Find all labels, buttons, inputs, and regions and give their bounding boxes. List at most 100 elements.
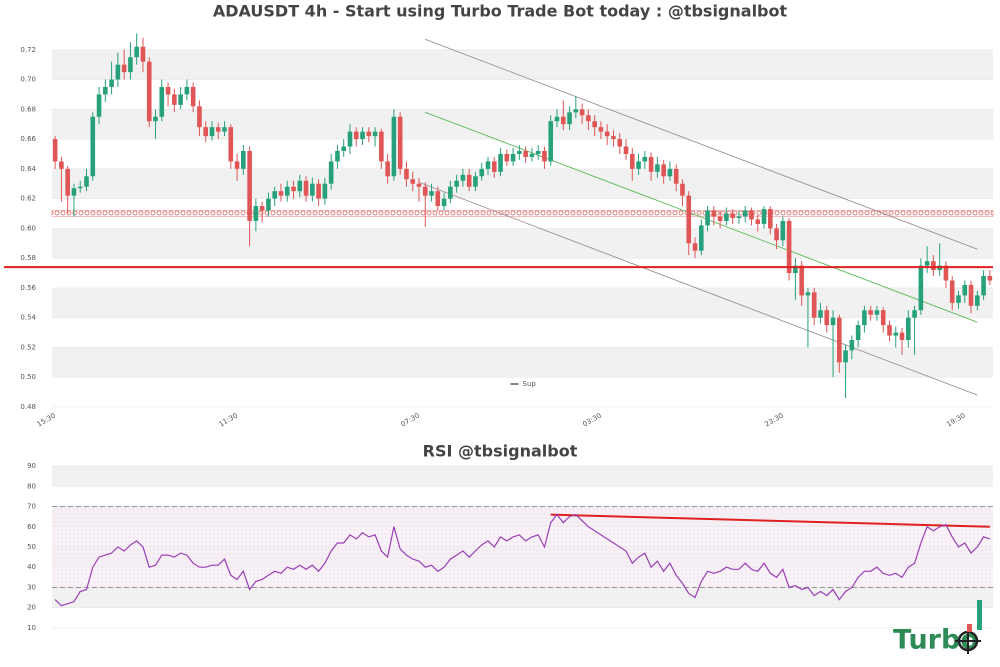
candle-body bbox=[623, 146, 629, 154]
candle-body bbox=[353, 131, 359, 140]
candle-body bbox=[887, 325, 892, 336]
candle-body bbox=[360, 131, 365, 140]
candle-body bbox=[774, 228, 779, 241]
candle-body bbox=[234, 161, 240, 169]
y-tick-label: 0.48 bbox=[20, 403, 36, 411]
y-tick-label: 30 bbox=[27, 583, 36, 591]
candle-body bbox=[466, 174, 472, 187]
candle-body bbox=[328, 161, 334, 184]
candle-body bbox=[228, 127, 234, 162]
candle-body bbox=[422, 186, 428, 196]
grid-band bbox=[52, 228, 993, 259]
candle-body bbox=[441, 198, 447, 207]
candle-body bbox=[931, 261, 936, 271]
candle-body bbox=[893, 332, 899, 336]
candle-body bbox=[90, 116, 96, 177]
candle-body bbox=[65, 168, 70, 196]
candle-body bbox=[115, 64, 121, 80]
candle-body bbox=[504, 153, 510, 162]
candle-body bbox=[705, 210, 710, 226]
candle-body bbox=[184, 86, 190, 95]
candle-body bbox=[473, 176, 478, 187]
candle-body bbox=[448, 186, 453, 199]
grid-band bbox=[52, 287, 993, 318]
candle-body bbox=[103, 86, 108, 95]
candle-body bbox=[749, 210, 754, 220]
candle-body bbox=[542, 150, 547, 162]
candle-body bbox=[159, 86, 165, 117]
x-tick-label: 19:30 bbox=[945, 412, 966, 429]
chart-title: ADAUSDT 4h - Start using Turbo Trade Bot… bbox=[213, 2, 788, 21]
candle-body bbox=[711, 210, 717, 217]
candle-body bbox=[291, 186, 296, 192]
candle-body bbox=[404, 168, 409, 180]
candle-body bbox=[59, 161, 64, 169]
candle-body bbox=[197, 106, 202, 128]
candle-body bbox=[379, 131, 384, 162]
candle-body bbox=[517, 150, 522, 154]
candle-body bbox=[366, 131, 372, 137]
candle-body bbox=[918, 265, 924, 311]
y-tick-label: 50 bbox=[27, 543, 36, 551]
candle-body bbox=[491, 161, 497, 172]
candle-body bbox=[266, 198, 271, 211]
candle-body bbox=[247, 150, 252, 221]
candle-body bbox=[146, 61, 152, 122]
candle-body bbox=[673, 168, 679, 184]
candle-body bbox=[981, 276, 986, 296]
candle-body bbox=[717, 216, 723, 221]
candle-body bbox=[71, 188, 77, 196]
candle-body bbox=[310, 183, 315, 196]
candle-body bbox=[523, 150, 528, 157]
candle-body bbox=[485, 161, 491, 169]
candle-body bbox=[77, 186, 83, 189]
candle-body bbox=[153, 116, 158, 122]
candle-body bbox=[259, 206, 265, 211]
candle-body bbox=[811, 292, 817, 318]
candle-body bbox=[391, 116, 397, 177]
candle-body bbox=[52, 139, 58, 162]
candle-body bbox=[416, 183, 422, 187]
candle-body bbox=[975, 295, 980, 306]
candle-body bbox=[479, 168, 485, 177]
candle-body bbox=[636, 161, 641, 169]
candle-body bbox=[843, 350, 848, 363]
grid-band bbox=[52, 587, 993, 608]
candle-body bbox=[692, 243, 698, 251]
candle-body bbox=[272, 191, 278, 199]
candle-body bbox=[799, 265, 804, 296]
candle-body bbox=[761, 209, 767, 224]
grid-band bbox=[52, 49, 993, 80]
candle-body bbox=[686, 195, 692, 244]
candle-body bbox=[780, 220, 786, 241]
y-tick-label: 10 bbox=[27, 624, 36, 632]
candle-body bbox=[924, 261, 930, 266]
grid-band bbox=[52, 466, 993, 487]
candle-body bbox=[429, 191, 434, 196]
candle-body bbox=[793, 265, 798, 274]
candle-body bbox=[629, 153, 635, 169]
candle-body bbox=[661, 164, 666, 177]
candle-body bbox=[109, 79, 114, 87]
trend-line bbox=[425, 111, 978, 323]
y-tick-label: 70 bbox=[27, 503, 36, 511]
candle-body bbox=[742, 210, 748, 217]
candle-body bbox=[554, 116, 560, 122]
candle-body bbox=[460, 174, 466, 181]
rsi-line bbox=[54, 513, 991, 607]
y-tick-label: 0.68 bbox=[20, 105, 36, 113]
candle-body bbox=[805, 292, 811, 296]
candle-body bbox=[899, 332, 905, 341]
x-tick-label: 11:30 bbox=[218, 412, 239, 429]
y-tick-label: 0.70 bbox=[20, 76, 36, 84]
candle-body bbox=[598, 127, 604, 132]
y-tick-label: 0.64 bbox=[20, 165, 36, 173]
candle-body bbox=[335, 150, 340, 162]
candle-body bbox=[203, 127, 208, 137]
candle-body bbox=[178, 94, 183, 105]
candle-body bbox=[730, 213, 735, 218]
candle-body bbox=[655, 164, 660, 172]
candle-body bbox=[410, 179, 416, 184]
trend-line bbox=[425, 38, 978, 250]
